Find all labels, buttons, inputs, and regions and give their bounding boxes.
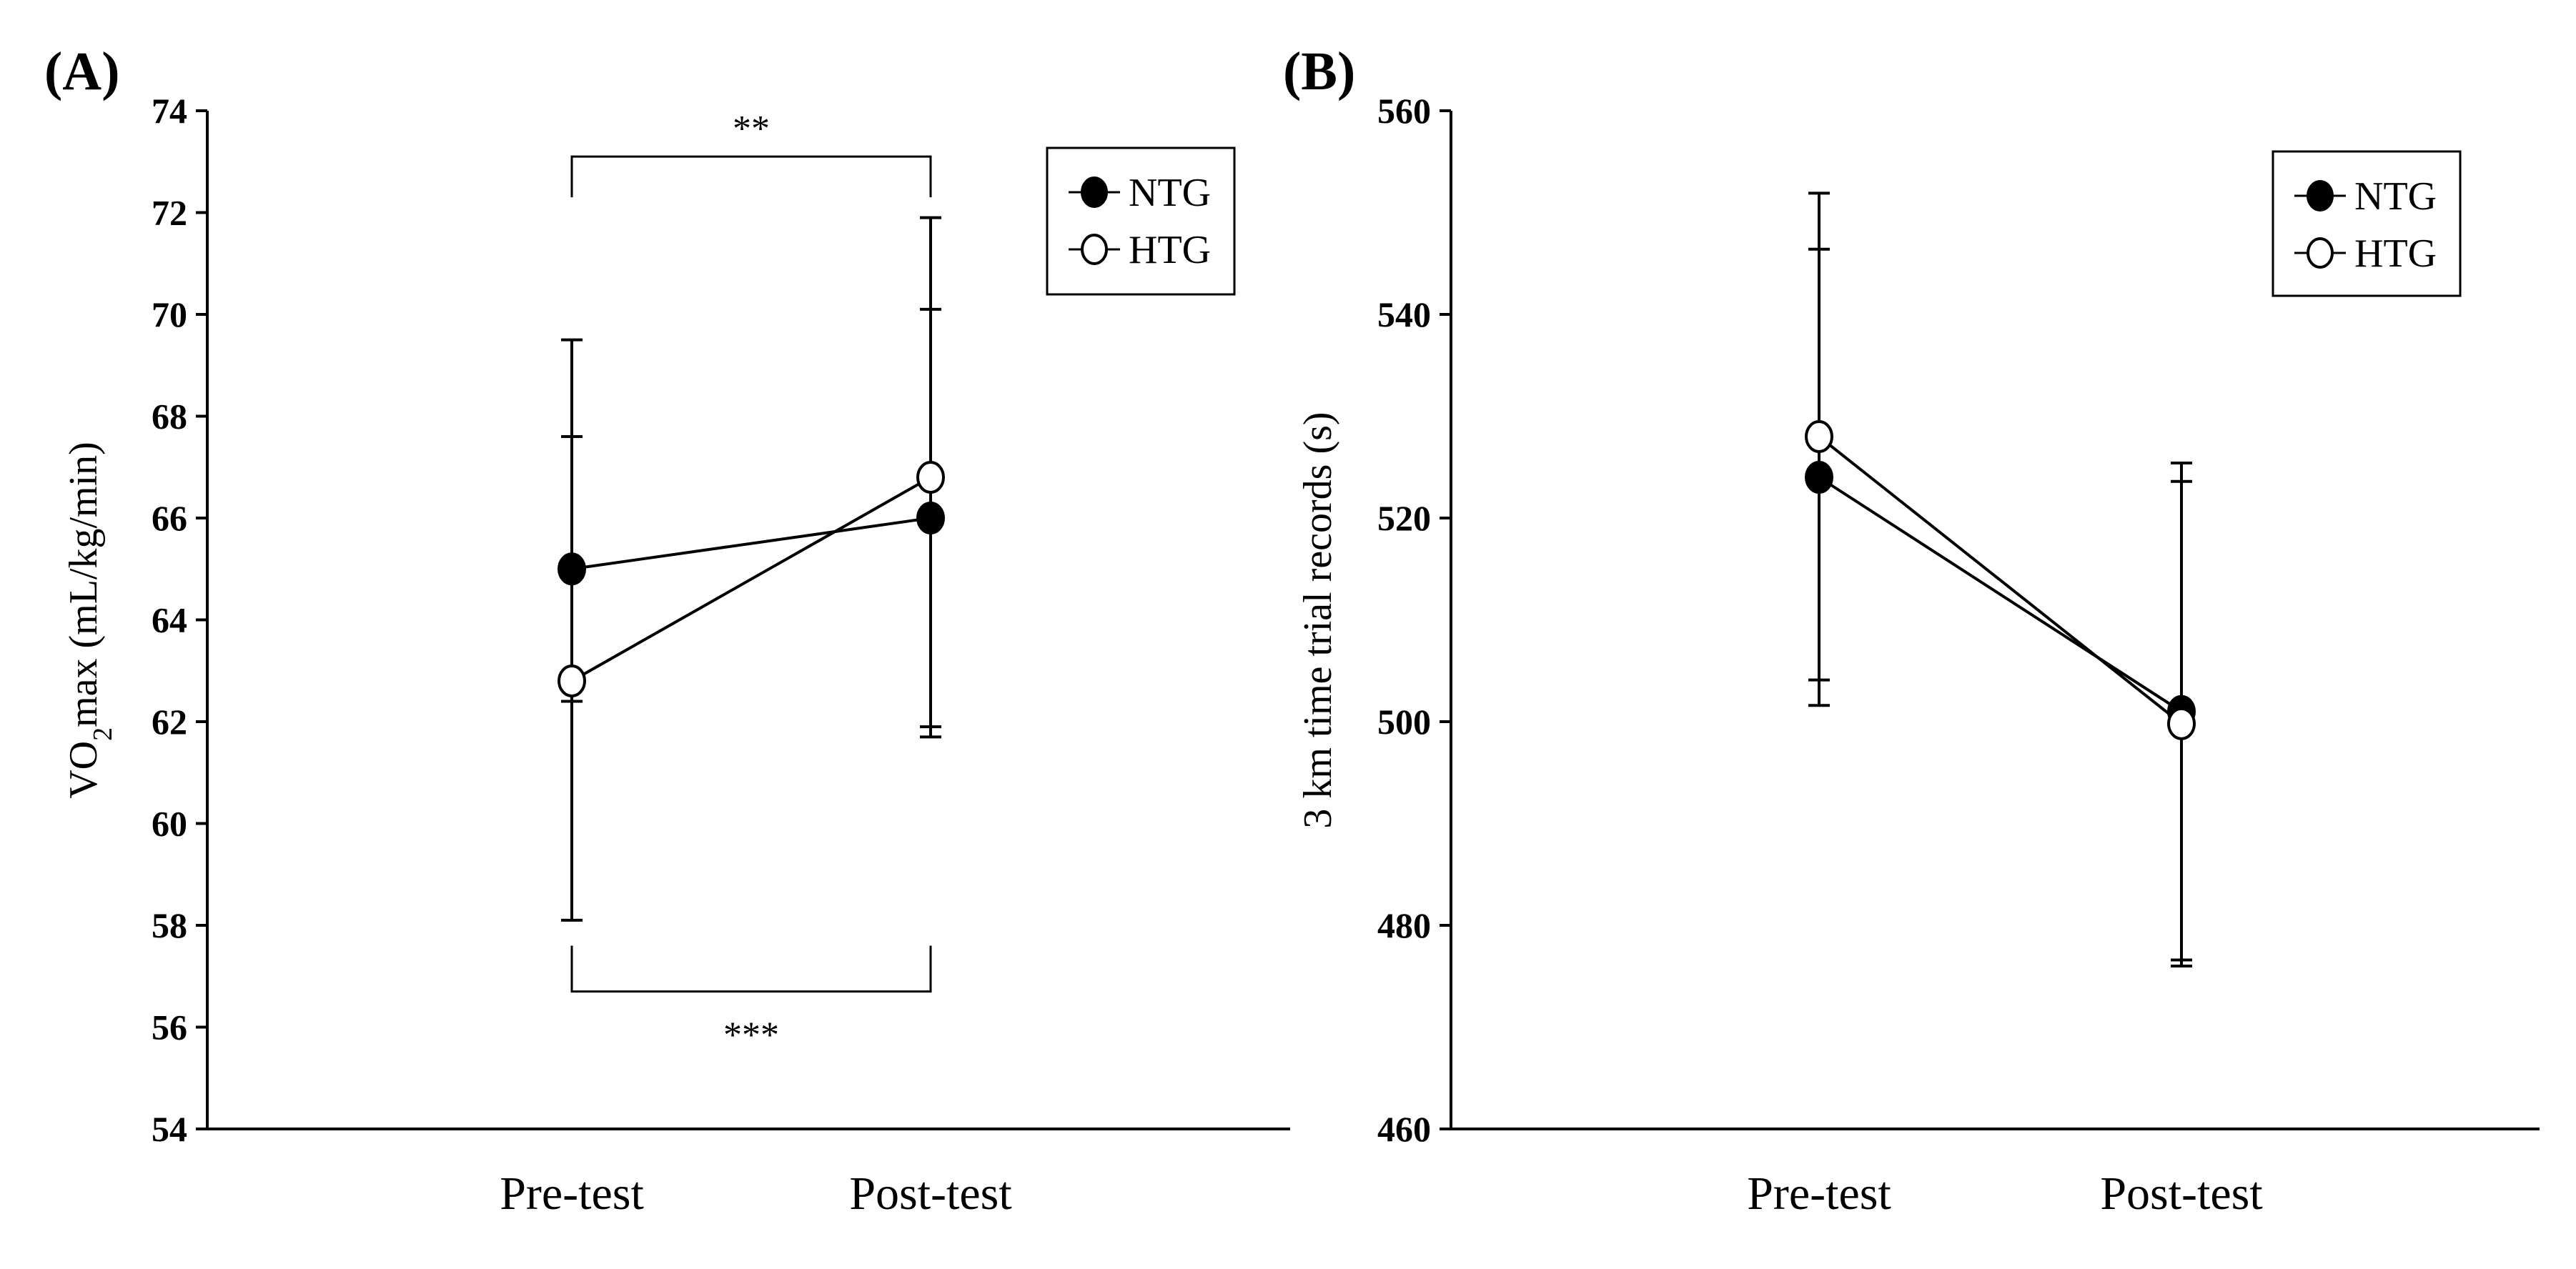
- y-tick-label: 70: [152, 294, 187, 334]
- series-line-htg: [571, 476, 931, 682]
- y-axis-title-main: VO: [61, 741, 106, 799]
- error-bar-htg: [561, 338, 583, 922]
- y-tick-label: 520: [1377, 498, 1431, 538]
- data-point-ntg: [916, 502, 945, 534]
- y-axis-title: VO2max (mL/kg/min): [61, 442, 118, 799]
- significance-bracket: ***: [570, 945, 932, 1056]
- significance-label: ***: [723, 1015, 779, 1056]
- y-tick-label: 74: [152, 91, 187, 131]
- legend-box: [1046, 146, 1236, 296]
- data-point-ntg: [558, 552, 586, 586]
- significance-label: **: [733, 109, 770, 149]
- series-line-ntg: [1818, 476, 2183, 713]
- significance-bracket: **: [570, 109, 932, 198]
- legend-label: NTG: [1129, 171, 1211, 215]
- y-tick-label: 560: [1377, 91, 1431, 131]
- y-tick-label: 480: [1377, 905, 1431, 945]
- y-tick-label: 64: [152, 600, 187, 640]
- y-tick-label: 58: [152, 905, 187, 945]
- legend-marker-htg: [1081, 234, 1108, 265]
- series-line-ntg: [571, 517, 931, 571]
- significance-bracket-line: [570, 155, 932, 198]
- legend-label: NTG: [2354, 174, 2437, 219]
- legend-marker-ntg: [2307, 180, 2334, 211]
- y-tick-label: 540: [1377, 294, 1431, 334]
- panel-letter: (B): [1283, 41, 1355, 101]
- data-point-htg: [558, 665, 586, 697]
- y-tick-label: 460: [1377, 1109, 1431, 1149]
- y-tick-label: 500: [1377, 702, 1431, 742]
- data-point-htg: [2167, 707, 2196, 740]
- y-axis-title-rest: max (mL/kg/min): [61, 442, 106, 727]
- y-tick-label: 72: [152, 193, 187, 233]
- x-category-label: Pre-test: [1747, 1168, 1891, 1220]
- legend-label: HTG: [2354, 232, 2437, 276]
- legend-marker-ntg: [1081, 176, 1108, 208]
- data-point-htg: [1805, 420, 1833, 453]
- y-tick-label: 62: [152, 702, 187, 742]
- legend-box: [2272, 150, 2462, 297]
- legend: NTG HTG: [2272, 150, 2462, 297]
- chart-panel-b: (B) 460 480 500 520 540 560 Pre-test Post-test 3 …: [1283, 41, 2540, 1220]
- panel-letter: (A): [44, 41, 120, 101]
- legend-marker-htg: [2307, 237, 2334, 269]
- y-tick-label: 68: [152, 397, 187, 437]
- data-point-ntg: [1805, 461, 1833, 494]
- x-category-label: Post-test: [2100, 1168, 2262, 1220]
- x-category-label: Post-test: [849, 1168, 1011, 1220]
- y-axis-title: 3 km time trial records (s): [1296, 412, 1340, 828]
- series-line-htg: [1818, 435, 2183, 725]
- x-category-label: Pre-test: [500, 1168, 644, 1220]
- chart-panel-a: (A) 54 56 58 60 62 64 66 68 70 72 74 Pre-test Post-te…: [44, 41, 1290, 1220]
- y-tick-label: 54: [152, 1109, 187, 1149]
- data-point-htg: [916, 461, 945, 494]
- legend: NTG HTG: [1046, 146, 1236, 296]
- y-tick-label: 60: [152, 804, 187, 844]
- legend-label: HTG: [1129, 228, 1211, 272]
- y-tick-label: 66: [152, 498, 187, 538]
- y-axis-title-subscript: 2: [88, 727, 118, 741]
- significance-bracket-line: [570, 945, 932, 993]
- y-tick-label: 56: [152, 1007, 187, 1047]
